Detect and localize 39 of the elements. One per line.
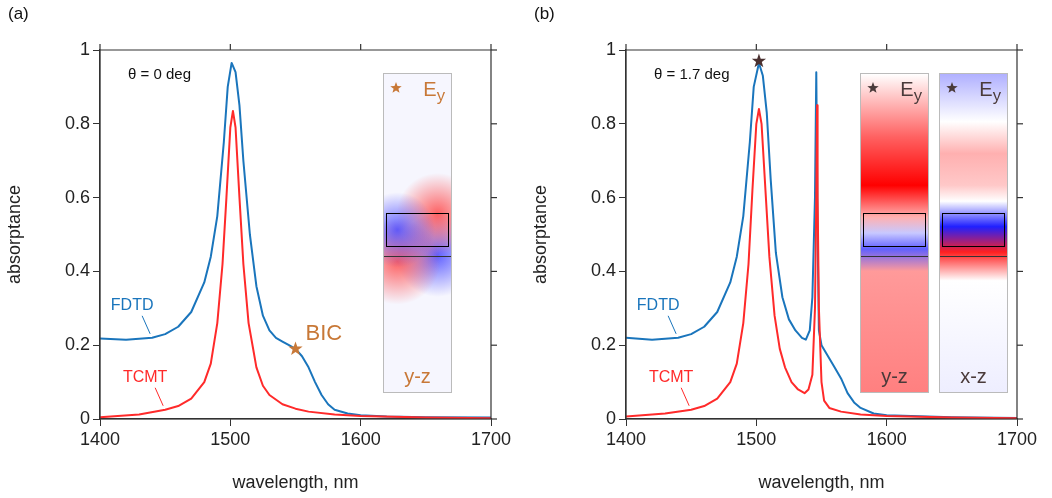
series-label: TCMT xyxy=(648,368,694,386)
chart-title: (b) xyxy=(534,4,555,24)
y-tick-label: 0.2 xyxy=(64,334,90,355)
annotation: x-z xyxy=(959,365,988,388)
annotation: E$_{y}$ xyxy=(423,78,445,106)
y-tick-label: 0.4 xyxy=(64,260,90,281)
annotation: y-z xyxy=(880,365,909,388)
y-tick-label: 0.8 xyxy=(590,112,616,133)
x-tick-label: 1600 xyxy=(340,428,381,449)
x-tick-label: 1500 xyxy=(736,428,777,449)
annotation: BIC xyxy=(305,319,343,345)
annotation: θ = 1.7 deg xyxy=(654,65,730,83)
series-label: FDTD xyxy=(636,296,680,314)
x-tick-label: 1700 xyxy=(470,428,512,449)
y-tick-label: 0.6 xyxy=(64,186,90,207)
chart-title: (a) xyxy=(8,4,29,24)
series-label: TCMT xyxy=(122,368,168,386)
x-tick-label: 1400 xyxy=(605,428,647,449)
y-axis-title: absorptance xyxy=(3,184,24,285)
y-tick-label: 0.8 xyxy=(64,112,90,133)
y-tick-label: 0.6 xyxy=(590,186,616,207)
x-axis-title: wavelength, nm xyxy=(757,472,885,493)
annotation: y-z xyxy=(403,365,432,388)
annotation: E$_{y}$ xyxy=(979,78,1001,106)
x-axis-title: wavelength, nm xyxy=(231,472,359,493)
y-tick-label: 1 xyxy=(605,38,616,59)
x-tick-label: 1400 xyxy=(79,428,121,449)
y-tick-label: 0.2 xyxy=(590,334,616,355)
x-tick-label: 1700 xyxy=(996,428,1038,449)
y-tick-label: 0 xyxy=(79,407,90,428)
y-tick-label: 1 xyxy=(79,38,90,59)
annotation: θ = 0 deg xyxy=(128,65,191,83)
y-axis-title: absorptance xyxy=(529,184,550,285)
y-tick-label: 0 xyxy=(605,407,616,428)
x-tick-label: 1500 xyxy=(210,428,251,449)
annotation: E$_{y}$ xyxy=(900,78,922,106)
series-label: FDTD xyxy=(110,296,154,314)
y-tick-label: 0.4 xyxy=(590,260,616,281)
x-tick-label: 1600 xyxy=(866,428,907,449)
